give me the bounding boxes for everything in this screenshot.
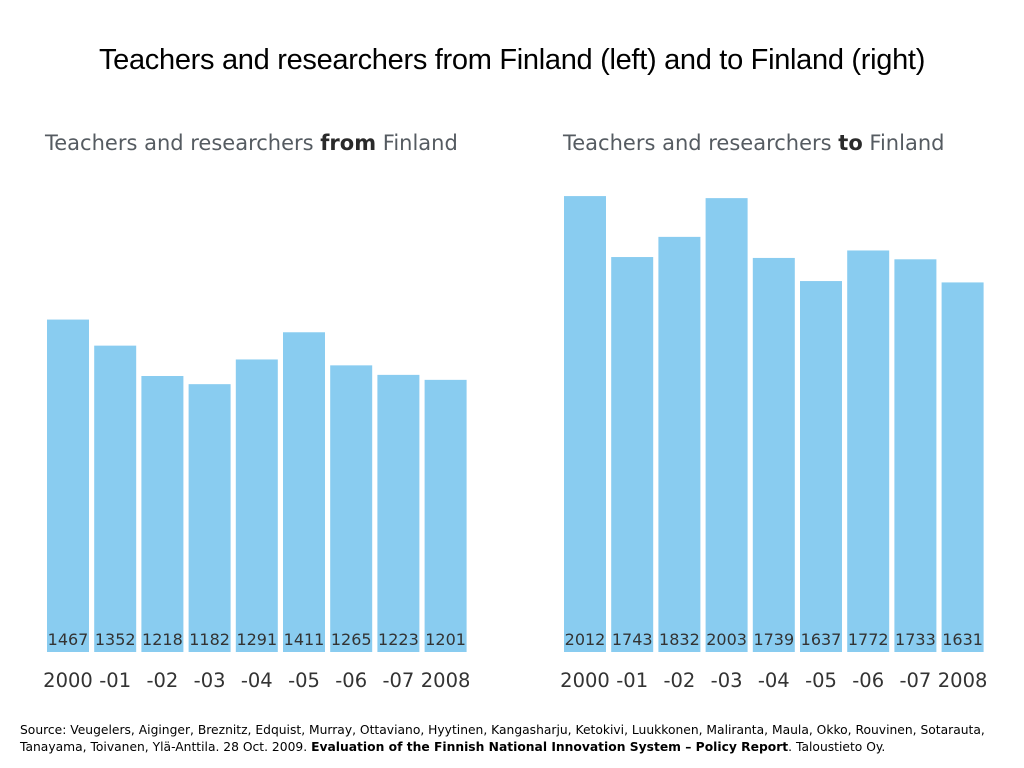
data-label-right-4: 1739: [753, 630, 794, 649]
tick-label-right-0: 2000: [560, 669, 610, 692]
tick-label-right-8: 2008: [938, 669, 988, 692]
data-label-right-5: 1637: [801, 630, 842, 649]
data-label-left-1: 1352: [95, 630, 136, 649]
tick-label-right-7: -07: [899, 669, 931, 692]
data-label-left-8: 1201: [425, 630, 466, 649]
data-label-left-5: 1411: [284, 630, 325, 649]
bar-right-1: [611, 257, 654, 652]
tick-label-left-5: -05: [288, 669, 320, 692]
chart-left: 1467 2000 1352 -01 1218 -02 1182 -03 1291 -04 1411…: [43, 319, 471, 692]
tick-label-left-1: -01: [99, 669, 131, 692]
source-prefix: Source: Veugelers, Aiginger, Breznitz, E…: [20, 723, 985, 754]
bar-right-2: [658, 236, 701, 652]
bar-right-4: [752, 257, 795, 652]
tick-label-left-8: 2008: [421, 669, 471, 692]
tick-label-right-1: -01: [616, 669, 648, 692]
tick-label-left-3: -03: [194, 669, 226, 692]
source-report-title: Evaluation of the Finnish National Innov…: [311, 740, 789, 754]
tick-label-left-0: 2000: [43, 669, 93, 692]
tick-label-left-6: -06: [335, 669, 367, 692]
data-label-right-3: 2003: [706, 630, 747, 649]
bar-left-8: [424, 379, 467, 652]
bar-left-6: [330, 365, 373, 652]
chart-left-title-post: Finland: [376, 131, 458, 155]
bar-right-3: [705, 198, 748, 653]
tick-label-left-7: -07: [382, 669, 414, 692]
data-label-right-2: 1832: [659, 630, 700, 649]
page-title: Teachers and researchers from Finland (l…: [98, 44, 926, 76]
tick-label-left-2: -02: [146, 669, 178, 692]
data-label-left-2: 1218: [142, 630, 183, 649]
chart-right-title-post: Finland: [863, 131, 945, 155]
tick-label-right-6: -06: [852, 669, 884, 692]
tick-label-left-4: -04: [241, 669, 273, 692]
bar-left-5: [283, 332, 325, 652]
data-label-right-1: 1743: [612, 630, 653, 649]
data-label-right-0: 2012: [565, 630, 606, 649]
data-label-left-4: 1291: [236, 630, 277, 649]
bar-right-0: [564, 196, 606, 652]
bar-right-6: [847, 250, 890, 653]
chart-left-title: Teachers and researchers from Finland: [44, 131, 458, 155]
chart-right-title: Teachers and researchers to Finland: [562, 131, 944, 155]
bar-left-4: [235, 359, 278, 652]
tick-label-right-3: -03: [711, 669, 743, 692]
data-label-right-6: 1772: [848, 630, 889, 649]
chart-left-title-pre: Teachers and researchers: [44, 131, 320, 155]
data-label-left-6: 1265: [331, 630, 372, 649]
bar-left-1: [94, 345, 137, 652]
bar-right-8: [941, 282, 984, 652]
bar-right-7: [894, 259, 937, 652]
data-label-left-7: 1223: [378, 630, 419, 649]
source-suffix: . Taloustieto Oy.: [788, 740, 886, 754]
chart-left-title-bold: from: [320, 131, 376, 155]
bar-left-7: [377, 374, 420, 652]
tick-label-right-2: -02: [663, 669, 695, 692]
chart-right-title-bold: to: [838, 131, 862, 155]
tick-label-right-4: -04: [758, 669, 790, 692]
bar-left-0: [47, 319, 89, 652]
tick-label-right-5: -05: [805, 669, 837, 692]
source-citation: Source: Veugelers, Aiginger, Breznitz, E…: [20, 722, 1010, 756]
chart-right: 2012 2000 1743 -01 1832 -02 2003 -03 1739 -04 1637…: [560, 196, 987, 692]
bar-left-2: [141, 376, 184, 652]
bar-right-5: [800, 281, 842, 652]
data-label-left-0: 1467: [48, 630, 89, 649]
chart-right-title-pre: Teachers and researchers: [562, 131, 838, 155]
bar-left-3: [188, 384, 231, 652]
data-label-left-3: 1182: [189, 630, 230, 649]
data-label-right-8: 1631: [942, 630, 983, 649]
data-label-right-7: 1733: [895, 630, 936, 649]
